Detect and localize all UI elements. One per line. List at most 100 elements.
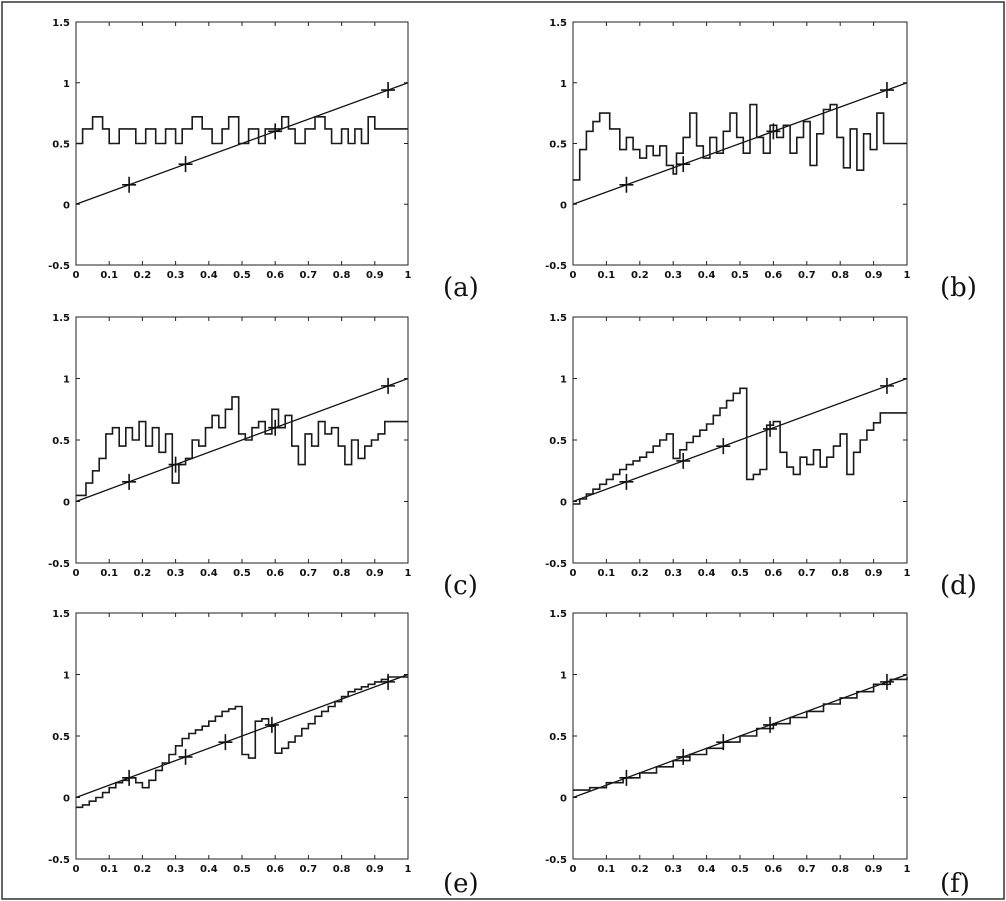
marker-a-3 — [381, 82, 396, 99]
y-tick-label-a-3: 1 — [63, 79, 70, 90]
x-tick-label-d-7: 0.7 — [798, 568, 816, 579]
panel-label-c: (c) — [443, 571, 478, 601]
x-tick-label-c-7: 0.7 — [300, 568, 318, 579]
chart-panel-f: (f) 0 0.1 0.2 0.3 0.4 0.5 0.6 0.7 0.8 0.9 1-0.500.… — [545, 609, 970, 899]
series-line-d-0 — [573, 387, 907, 505]
x-tick-label-f-1: 0.1 — [598, 864, 616, 875]
marker-d-1 — [676, 452, 691, 469]
marker-b-2 — [766, 123, 781, 140]
panel-label-f: (f) — [940, 869, 970, 899]
chart-panel-d: (d) 0 0.1 0.2 0.3 0.4 0.5 0.6 0.7 0.8 0.9 1-0.500.… — [545, 313, 977, 601]
marker-c-1 — [168, 456, 183, 473]
x-tick-label-b-3: 0.3 — [664, 270, 682, 281]
y-tick-label-d-0: -0.5 — [545, 559, 567, 570]
x-tick-label-d-1: 0.1 — [598, 568, 616, 579]
y-tick-label-e-3: 1 — [63, 671, 70, 682]
x-tick-label-d-5: 0.5 — [731, 568, 749, 579]
x-tick-label-b-10: 1 — [904, 270, 911, 281]
y-tick-label-c-0: -0.5 — [48, 559, 70, 570]
y-tick-label-a-2: 0.5 — [52, 140, 70, 151]
y-tick-label-b-0: -0.5 — [545, 261, 567, 272]
x-tick-label-d-10: 1 — [904, 568, 911, 579]
y-tick-label-b-1: 0 — [560, 200, 567, 211]
x-tick-label-b-9: 0.9 — [865, 270, 883, 281]
x-tick-label-c-3: 0.3 — [167, 568, 185, 579]
marker-f-4 — [879, 673, 894, 690]
x-tick-label-a-5: 0.5 — [233, 270, 251, 281]
x-tick-label-e-5: 0.5 — [233, 864, 251, 875]
y-tick-label-a-4: 1.5 — [52, 18, 70, 29]
x-tick-label-c-10: 1 — [405, 568, 412, 579]
y-tick-label-d-4: 1.5 — [549, 313, 567, 324]
y-tick-label-e-2: 0.5 — [52, 732, 70, 743]
x-tick-label-b-2: 0.2 — [631, 270, 649, 281]
series-line-b-0 — [573, 103, 907, 181]
y-tick-label-b-4: 1.5 — [549, 18, 567, 29]
marker-d-2 — [716, 438, 731, 455]
x-tick-label-b-6: 0.6 — [765, 270, 783, 281]
reference-line-d — [572, 377, 908, 503]
x-tick-label-b-8: 0.8 — [831, 270, 849, 281]
x-tick-label-a-3: 0.3 — [167, 270, 185, 281]
x-tick-label-c-6: 0.6 — [266, 568, 284, 579]
marker-b-3 — [879, 82, 894, 99]
marker-e-0 — [122, 769, 137, 786]
y-tick-label-d-2: 0.5 — [549, 436, 567, 447]
marker-e-2 — [218, 734, 233, 751]
x-tick-label-e-9: 0.9 — [366, 864, 384, 875]
x-tick-label-c-9: 0.9 — [366, 568, 384, 579]
x-tick-label-e-0: 0 — [73, 864, 80, 875]
y-tick-label-d-1: 0 — [560, 498, 567, 509]
y-tick-label-b-2: 0.5 — [549, 140, 567, 151]
x-tick-label-b-4: 0.4 — [698, 270, 716, 281]
y-tick-label-a-1: 0 — [63, 200, 70, 211]
x-tick-label-d-9: 0.9 — [865, 568, 883, 579]
x-tick-label-f-0: 0 — [570, 864, 577, 875]
x-tick-label-a-7: 0.7 — [300, 270, 318, 281]
y-tick-label-a-0: -0.5 — [48, 261, 70, 272]
x-tick-label-c-0: 0 — [73, 568, 80, 579]
x-tick-label-f-4: 0.4 — [698, 864, 716, 875]
y-tick-label-f-1: 0 — [560, 794, 567, 805]
y-tick-label-c-1: 0 — [63, 498, 70, 509]
x-tick-label-c-4: 0.4 — [200, 568, 218, 579]
chart-panel-a: (a) 0 0.1 0.2 0.3 0.4 0.5 0.6 0.7 0.8 0.9 1-0.500.… — [48, 18, 479, 303]
x-tick-label-b-0: 0 — [570, 270, 577, 281]
marker-d-3 — [763, 420, 778, 437]
x-tick-label-d-0: 0 — [570, 568, 577, 579]
series-line-f-0 — [573, 677, 908, 791]
marker-b-0 — [619, 176, 634, 193]
y-tick-label-c-4: 1.5 — [52, 313, 70, 324]
y-tick-label-b-3: 1 — [560, 79, 567, 90]
x-tick-label-d-3: 0.3 — [664, 568, 682, 579]
x-tick-label-d-6: 0.6 — [765, 568, 783, 579]
marker-f-2 — [716, 734, 731, 751]
x-tick-label-e-8: 0.8 — [333, 864, 351, 875]
x-tick-label-b-1: 0.1 — [598, 270, 616, 281]
x-tick-label-a-6: 0.6 — [266, 270, 284, 281]
x-tick-label-e-7: 0.7 — [300, 864, 318, 875]
x-tick-label-e-10: 1 — [405, 864, 412, 875]
x-tick-label-f-2: 0.2 — [631, 864, 649, 875]
x-tick-label-b-7: 0.7 — [798, 270, 816, 281]
x-tick-label-c-8: 0.8 — [333, 568, 351, 579]
panel-label-e: (e) — [443, 869, 479, 899]
x-tick-label-f-6: 0.6 — [765, 864, 783, 875]
marker-e-4 — [381, 673, 396, 690]
panel-label-b: (b) — [940, 273, 977, 303]
y-tick-label-f-0: -0.5 — [545, 855, 567, 866]
x-tick-label-d-8: 0.8 — [831, 568, 849, 579]
chart-panel-b: (b) 0 0.1 0.2 0.3 0.4 0.5 0.6 0.7 0.8 0.9 1-0.500.… — [545, 18, 977, 303]
marker-a-1 — [178, 156, 193, 173]
x-tick-label-c-2: 0.2 — [134, 568, 152, 579]
y-tick-label-e-1: 0 — [63, 794, 70, 805]
x-tick-label-e-1: 0.1 — [100, 864, 118, 875]
x-tick-label-a-0: 0 — [73, 270, 80, 281]
y-tick-label-e-0: -0.5 — [48, 855, 70, 866]
x-tick-label-f-5: 0.5 — [731, 864, 749, 875]
marker-c-3 — [381, 377, 396, 394]
x-tick-label-f-9: 0.9 — [865, 864, 883, 875]
x-tick-label-e-2: 0.2 — [134, 864, 152, 875]
x-tick-label-f-7: 0.7 — [798, 864, 816, 875]
